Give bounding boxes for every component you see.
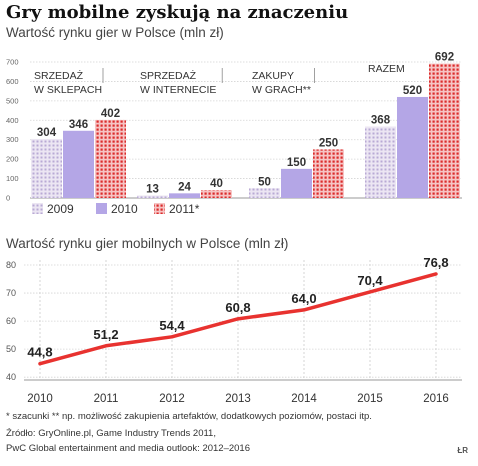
legend-label: 2010 <box>111 202 138 216</box>
bar-ytick-label: 300 <box>6 135 19 144</box>
line-value-label: 76,8 <box>423 255 448 270</box>
category-label: W INTERNECIE <box>140 84 216 96</box>
line-point <box>434 272 438 276</box>
legend-swatch <box>32 203 43 214</box>
line-point <box>104 344 108 348</box>
bar-2011 <box>201 190 232 198</box>
category-label: W GRACH** <box>252 84 311 96</box>
bar-value-label: 304 <box>37 127 57 139</box>
author-credit: ŁR <box>457 446 468 455</box>
bar-ytick-label: 600 <box>6 77 19 86</box>
bar-value-label: 692 <box>435 52 454 64</box>
line-value-label: 64,0 <box>291 291 316 306</box>
bar-chart-title: Wartość rynku gier w Polsce (mln zł) <box>6 25 224 40</box>
line-chart: 40 50 60 70 80 44,8 51,2 54,4 60,8 64,0 70,4 76,8 20… <box>6 255 462 405</box>
category-label: SPRZEDAŻ <box>140 69 197 82</box>
legend-label: 2009 <box>47 202 74 216</box>
legend-swatch <box>154 203 165 214</box>
bar-2011 <box>313 149 344 198</box>
bar-chart: 0 100 200 300 400 500 600 700 SRZEDAŻ W SKLEPACH 3… <box>6 52 462 216</box>
bar-2009 <box>249 188 280 198</box>
bar-value-label: 520 <box>403 85 422 97</box>
legend-swatch <box>96 203 107 214</box>
page-title: Gry mobilne zyskują na znaczeniu <box>6 2 349 23</box>
line-value-label: 44,8 <box>27 345 52 360</box>
line-point <box>170 335 174 339</box>
bar-ytick-label: 700 <box>6 58 19 67</box>
bar-ytick-label: 200 <box>6 155 19 164</box>
bar-value-label: 13 <box>146 183 159 195</box>
bar-value-label: 250 <box>319 137 338 149</box>
legend-label: 2011* <box>169 202 200 216</box>
bar-ytick-label: 500 <box>6 96 19 105</box>
line-xtick-label: 2015 <box>357 393 383 405</box>
bar-2009 <box>137 195 168 198</box>
bar-value-label: 24 <box>178 181 191 193</box>
bar-2010 <box>281 168 312 198</box>
line-ytick-label: 50 <box>6 344 16 354</box>
line-point <box>368 290 372 294</box>
line-xtick-label: 2014 <box>291 393 317 405</box>
line-value-label: 54,4 <box>159 318 185 333</box>
line-point <box>236 317 240 321</box>
line-ytick-label: 60 <box>6 316 16 326</box>
bar-2010 <box>397 96 428 198</box>
category-label: W SKLEPACH <box>34 84 102 96</box>
line-xtick-label: 2011 <box>94 393 119 405</box>
bar-value-label: 40 <box>210 178 223 190</box>
bar-2011 <box>95 119 126 198</box>
bar-value-label: 368 <box>371 115 391 127</box>
bar-2010 <box>63 130 94 198</box>
line-chart-title: Wartość rynku gier mobilnych w Polsce (m… <box>6 236 289 251</box>
bar-value-label: 402 <box>101 108 120 120</box>
line-point <box>302 308 306 312</box>
bar-2010 <box>169 193 200 198</box>
bar-2011 <box>429 63 460 198</box>
bar-value-label: 150 <box>287 157 306 169</box>
line-xtick-label: 2012 <box>159 393 185 405</box>
bar-ytick-label: 0 <box>6 194 10 203</box>
line-ytick-label: 80 <box>6 260 16 270</box>
bar-value-label: 346 <box>69 119 88 131</box>
category-label: SRZEDAŻ <box>34 69 84 82</box>
bar-2009 <box>365 126 396 198</box>
line-value-label: 51,2 <box>93 327 118 342</box>
category-label: ZAKUPY <box>252 70 294 82</box>
line-value-label: 70,4 <box>357 273 383 288</box>
source-line-1: Źródło: GryOnline.pl, Game Industry Tren… <box>6 428 216 439</box>
line-xtick-label: 2010 <box>27 393 53 405</box>
line-value-label: 60,8 <box>225 300 250 315</box>
bar-value-label: 50 <box>258 176 271 188</box>
line-xtick-label: 2016 <box>423 393 449 405</box>
bar-ytick-label: 400 <box>6 116 19 125</box>
bar-2009 <box>31 138 62 198</box>
source-line-2: PwC Global entertainment and media outlo… <box>6 443 250 454</box>
line-ytick-label: 40 <box>6 372 16 382</box>
line-point <box>38 362 42 366</box>
line-ytick-label: 70 <box>6 288 16 298</box>
line-xtick-label: 2013 <box>225 393 251 405</box>
bar-ytick-label: 100 <box>6 174 19 183</box>
footnote-estimates: * szacunki ** np. możliwość zakupienia a… <box>6 411 372 422</box>
category-label: RAZEM <box>368 63 405 75</box>
